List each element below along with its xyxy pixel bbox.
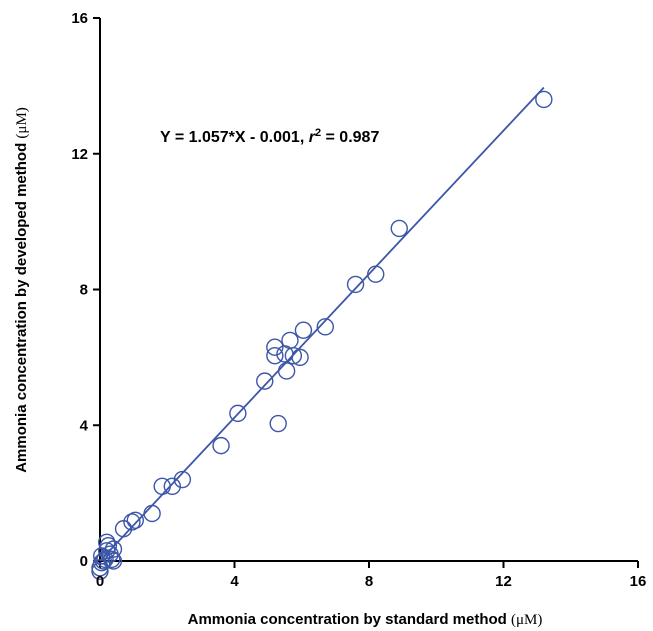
r-symbol: r xyxy=(309,129,316,146)
y-tick-label: 0 xyxy=(80,553,88,570)
regression-line xyxy=(99,86,545,562)
x-tick-label: 8 xyxy=(365,573,373,590)
x-tick-label: 4 xyxy=(230,573,239,590)
regression-equation: Y = 1.057*X - 0.001, r2 = 0.987 xyxy=(160,127,379,146)
fit-line-group xyxy=(99,86,545,562)
data-point xyxy=(535,90,553,109)
y-tick-label: 12 xyxy=(71,146,88,163)
data-point xyxy=(104,540,123,558)
y-axis-title-text: Ammonia concentration by developed metho… xyxy=(13,139,30,473)
x-tick-label: 16 xyxy=(630,573,647,590)
data-point xyxy=(269,414,287,433)
y-tick-label: 4 xyxy=(80,417,89,434)
data-point xyxy=(163,477,181,496)
data-point xyxy=(229,404,247,423)
data-point xyxy=(126,511,145,529)
data-point xyxy=(153,477,171,496)
data-point xyxy=(103,550,121,569)
data-point xyxy=(291,348,309,367)
equation-suffix: = 0.987 xyxy=(321,129,379,146)
data-point xyxy=(367,265,385,283)
y-axis-title-unit: (μM) xyxy=(14,107,30,138)
x-axis-title-text: Ammonia concentration by standard method xyxy=(188,611,511,628)
equation-prefix: Y = 1.057*X - 0.001, xyxy=(160,129,309,146)
axes xyxy=(93,17,639,568)
data-point xyxy=(123,513,141,531)
r-exponent: 2 xyxy=(315,127,321,139)
data-point xyxy=(212,436,230,455)
y-tick-label: 16 xyxy=(71,10,88,27)
data-point xyxy=(173,470,192,489)
data-point xyxy=(390,219,408,238)
data-point xyxy=(266,346,284,365)
data-point xyxy=(277,362,296,380)
data-point xyxy=(281,331,299,350)
data-point xyxy=(256,372,274,390)
data-point xyxy=(284,346,303,365)
data-point xyxy=(104,552,123,570)
points-group xyxy=(91,90,553,580)
y-tick-label: 8 xyxy=(80,282,88,299)
data-point xyxy=(316,318,334,336)
y-axis-title: Ammonia concentration by developed metho… xyxy=(13,107,30,473)
data-point xyxy=(99,537,118,555)
data-point xyxy=(266,338,284,356)
x-tick-label: 12 xyxy=(495,573,512,590)
x-axis-title: Ammonia concentration by standard method… xyxy=(188,611,543,628)
data-point xyxy=(294,321,313,339)
data-point xyxy=(143,504,161,523)
x-tick-label: 0 xyxy=(96,573,104,590)
data-point xyxy=(346,275,365,294)
x-axis-title-unit: (μM) xyxy=(511,612,542,628)
data-point xyxy=(98,533,116,552)
labels-group: 0 4 8 12 16 0 4 8 12 16 xyxy=(71,10,646,590)
